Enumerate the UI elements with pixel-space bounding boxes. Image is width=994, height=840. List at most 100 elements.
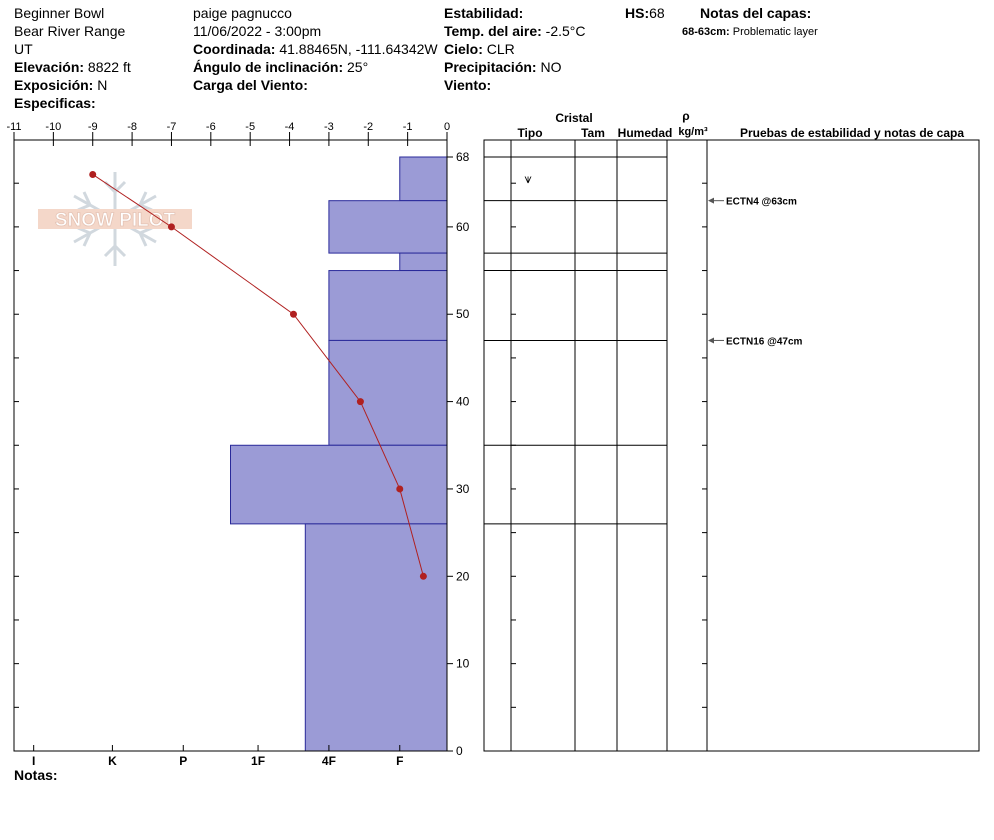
type-header: Tipo [517, 126, 542, 140]
hardness-label: I [32, 754, 35, 768]
coordinates-value: 41.88465N, -111.64342W [279, 41, 438, 57]
hardness-layer [304, 523, 448, 752]
snow-height-label: HS: [625, 5, 650, 21]
layer-note-text: Problematic layer [732, 26, 818, 38]
hardness-layer [399, 252, 448, 272]
size-header: Tam [581, 126, 605, 140]
test-arrow-head-icon [708, 337, 714, 344]
density-ticks [511, 182, 707, 752]
crystal-header: Cristal [555, 111, 592, 125]
temp-point [396, 485, 404, 493]
temp-point [356, 398, 364, 406]
temp-point [289, 310, 297, 318]
temp-tick-label: -4 [285, 121, 295, 133]
hardness-label: 1F [251, 754, 265, 768]
precipitation-label: Precipitación: [444, 59, 537, 75]
depth-tick-label: 0 [456, 744, 463, 758]
coordinates-label: Coordinada: [193, 41, 276, 57]
aspect-value: N [97, 77, 108, 93]
snowflake-icon [73, 172, 157, 266]
hardness-label: P [179, 754, 187, 768]
snow-height-value: 68 [649, 5, 665, 21]
watermark-text: SNOW PILOT [55, 210, 176, 231]
snowpilot-watermark: SNOW PILOT [38, 172, 192, 266]
density-unit: kg/m³ [678, 126, 708, 138]
depth-tick-label: 30 [456, 482, 470, 496]
depth-tick-label: 50 [456, 307, 470, 321]
hardness-layer [328, 339, 448, 446]
watermark-band [38, 209, 192, 229]
snow-height: HS:68 [625, 4, 665, 22]
range-name: Bear River Range [14, 23, 126, 39]
hardness-layers [230, 156, 448, 752]
temp-tick-label: -3 [324, 121, 334, 133]
location-name: Beginner Bowl [14, 5, 105, 21]
air-temp-label: Temp. del aire: [444, 23, 542, 39]
temp-tick-label: -6 [206, 121, 216, 133]
temp-profile-line [92, 174, 424, 577]
depth-tick-label: 68 [456, 150, 470, 164]
stability-label: Estabilidad: [444, 5, 524, 21]
depth-axis: 0 10 20 30 40 50 60 68 [14, 150, 470, 758]
layer-note-depth: 68-63cm: [682, 26, 730, 38]
hardness-label: K [108, 754, 117, 768]
hardness-label: F [396, 754, 403, 768]
temp-tick-label: -5 [245, 121, 255, 133]
layer-rows [484, 156, 667, 525]
temp-tick-label: -7 [167, 121, 177, 133]
moisture-header: Humedad [618, 126, 673, 140]
hardness-layer [328, 270, 448, 341]
precipitation-value: NO [540, 59, 562, 75]
observer-name: paige pagnucco [193, 5, 292, 21]
temp-tick-label: -1 [403, 121, 413, 133]
hardness-layer [399, 156, 448, 202]
aspect: Exposición: N [14, 76, 107, 94]
aspect-label: Exposición: [14, 77, 94, 93]
temperature-axis: -11 -10 -9 -8 -7 -6 -5 -4 -3 -2 -1 0 [6, 121, 450, 146]
hardness-label: 4F [322, 754, 336, 768]
depth-tick-label: 60 [456, 220, 470, 234]
precipitation: Precipitación: NO [444, 58, 561, 76]
wind-load-label: Carga del Viento: [193, 77, 308, 93]
sky: Cielo: CLR [444, 40, 515, 58]
temperature-profile [89, 170, 427, 580]
air-temp-value: -2.5°C [545, 23, 586, 39]
slope-angle-value: 25° [347, 59, 369, 75]
elevation-label: Elevación: [14, 59, 85, 75]
crystal-symbol: ⩛ [524, 171, 532, 186]
temp-point [89, 170, 97, 178]
hardness-layer [328, 200, 448, 254]
hardness-axis: I K P 1F 4F F [32, 745, 403, 768]
temp-tick-label: -11 [6, 121, 21, 133]
sky-value: CLR [486, 41, 515, 57]
temp-point [167, 223, 175, 231]
temp-tick-label: -8 [127, 121, 137, 133]
temp-tick-label: -2 [363, 121, 373, 133]
temp-tick-label: 0 [444, 121, 450, 133]
slope-angle-label: Ángulo de inclinación: [193, 59, 344, 75]
layer-table: Cristal Tipo Tam Humedad ρ kg/m³ Pruebas… [483, 109, 980, 752]
test-arrow-head-icon [708, 197, 714, 204]
temp-tick-label: -10 [45, 121, 61, 133]
tests-header: Pruebas de estabilidad y notas de capa [740, 126, 964, 140]
air-temp: Temp. del aire: -2.5°C [444, 22, 586, 40]
state-name: UT [14, 41, 33, 57]
temp-point [419, 572, 427, 580]
test-label: ECTN4 @63cm [726, 197, 797, 208]
specifics-label: Especificas: [14, 95, 96, 111]
depth-tick-label: 20 [456, 569, 470, 583]
date-time: 11/06/2022 - 3:00pm [193, 23, 322, 39]
layer-notes-label: Notas del capas: [700, 5, 812, 21]
depth-tick-label: 10 [456, 657, 470, 671]
wind-label: Viento: [444, 77, 492, 93]
hardness-layer [230, 444, 448, 525]
elevation-value: 8822 ft [87, 59, 131, 75]
coordinates: Coordinada: 41.88465N, -111.64342W [193, 40, 438, 58]
notes-label: Notas: [14, 767, 58, 783]
layer-note: 68-63cm: Problematic layer [682, 23, 818, 41]
depth-tick-label: 40 [456, 395, 470, 409]
sky-label: Cielo: [444, 41, 483, 57]
elevation: Elevación: 8822 ft [14, 58, 131, 76]
temp-tick-label: -9 [88, 121, 98, 133]
